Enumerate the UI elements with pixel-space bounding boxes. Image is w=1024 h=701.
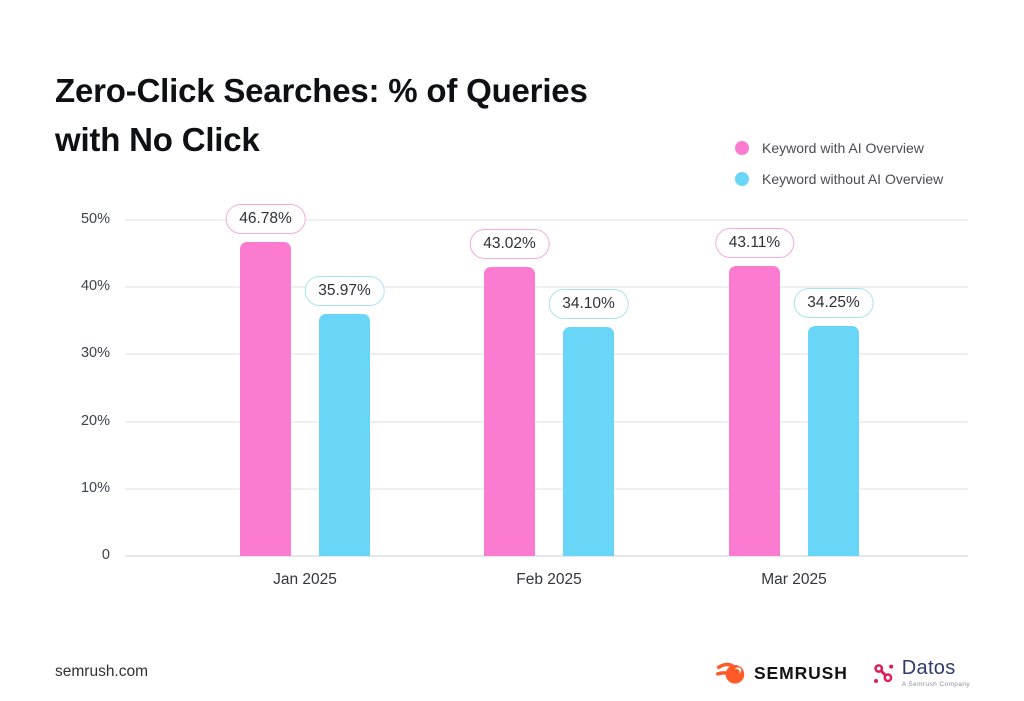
y-tick-label: 30% xyxy=(80,345,110,362)
semrush-wordmark: SEMRUSH xyxy=(753,662,848,683)
bar-without-ai-feb xyxy=(563,326,614,556)
source-url: semrush.com xyxy=(55,663,149,680)
x-tick-label: Jan 2025 xyxy=(273,571,337,588)
gridline xyxy=(125,286,968,289)
legend-label: Keyword with AI Overview xyxy=(762,140,924,156)
legend-item-with-ai: Keyword with AI Overview xyxy=(735,137,943,159)
x-tick-label: Feb 2025 xyxy=(516,571,582,588)
bar-value-badge: 35.97% xyxy=(304,276,385,307)
page-title: Zero-Click Searches: % of Queries with N… xyxy=(55,66,588,164)
gridline xyxy=(125,487,968,490)
x-tick-label: Mar 2025 xyxy=(761,571,827,588)
y-tick-label: 10% xyxy=(80,479,110,496)
gridline xyxy=(125,555,968,557)
legend-dot-cyan-icon xyxy=(735,172,749,186)
bar-without-ai-mar xyxy=(808,325,859,556)
y-tick-label: 20% xyxy=(80,412,110,429)
y-tick-label: 0 xyxy=(101,547,110,563)
bar-value-badge: 46.78% xyxy=(225,203,306,234)
y-tick-label: 40% xyxy=(80,278,110,295)
datos-wordmark-block: Datos A Semrush Company xyxy=(901,657,970,689)
bar-value-badge: 43.02% xyxy=(469,228,550,259)
datos-dots-icon xyxy=(873,663,893,683)
datos-wordmark: Datos xyxy=(901,657,956,679)
bar-with-ai-feb xyxy=(484,266,535,556)
semrush-flame-icon xyxy=(715,662,745,684)
bar-with-ai-jan xyxy=(240,241,291,556)
datos-logo: Datos A Semrush Company xyxy=(872,658,970,688)
chart-legend: Keyword with AI Overview Keyword without… xyxy=(735,137,943,199)
bar-value-badge: 34.25% xyxy=(793,287,874,318)
bar-without-ai-jan xyxy=(319,314,370,556)
legend-item-without-ai: Keyword without AI Overview xyxy=(735,168,943,190)
y-tick-label: 50% xyxy=(80,211,110,227)
gridline xyxy=(125,353,968,356)
legend-label: Keyword without AI Overview xyxy=(762,171,944,187)
datos-tagline: A Semrush Company xyxy=(901,681,970,688)
gridline xyxy=(125,420,968,423)
semrush-logo: SEMRUSH xyxy=(715,660,848,686)
bar-value-badge: 43.11% xyxy=(714,228,795,259)
gridline xyxy=(125,219,968,221)
legend-dot-pink-icon xyxy=(735,141,749,155)
page-title-line-2: with No Click xyxy=(55,121,260,159)
page-title-line-1: Zero-Click Searches: % of Queries xyxy=(55,72,588,110)
bar-with-ai-mar xyxy=(729,266,780,556)
footer-logos: SEMRUSH Datos A Semrush Company xyxy=(715,650,970,696)
bar-value-badge: 34.10% xyxy=(548,288,629,319)
